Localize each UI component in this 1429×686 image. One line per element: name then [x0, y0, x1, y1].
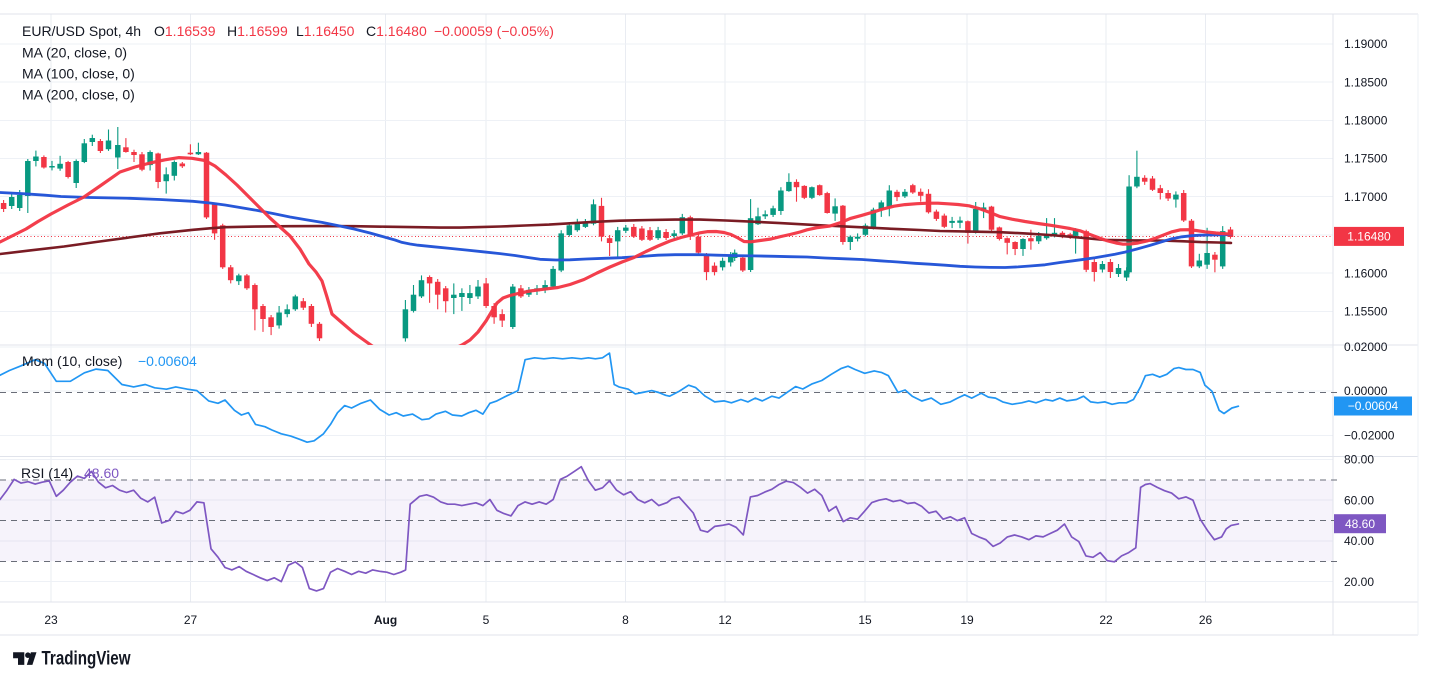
svg-text:1.16000: 1.16000: [1344, 266, 1388, 280]
svg-text:60.00: 60.00: [1344, 493, 1374, 507]
svg-text:−0.02000: −0.02000: [1344, 429, 1395, 443]
svg-text:22: 22: [1099, 613, 1113, 627]
svg-text:80.00: 80.00: [1344, 453, 1374, 467]
svg-text:1.15500: 1.15500: [1344, 305, 1388, 319]
svg-text:1.17000: 1.17000: [1344, 190, 1388, 204]
svg-text:48.60: 48.60: [1345, 517, 1375, 531]
svg-text:1.18000: 1.18000: [1344, 114, 1388, 128]
svg-text:1.19000: 1.19000: [1344, 37, 1388, 51]
svg-text:1.17500: 1.17500: [1344, 152, 1388, 166]
svg-text:26: 26: [1199, 613, 1213, 627]
svg-text:−0.00604: −0.00604: [138, 353, 197, 369]
svg-text:−0.00604: −0.00604: [1348, 399, 1399, 413]
svg-text:Mom (10, close): Mom (10, close): [22, 353, 122, 369]
svg-text:TradingView: TradingView: [42, 649, 131, 670]
svg-text:15: 15: [858, 613, 872, 627]
svg-text:8: 8: [622, 613, 629, 627]
svg-text:RSI (14): RSI (14): [21, 465, 73, 481]
svg-text:MA (200, close, 0): MA (200, close, 0): [22, 87, 135, 103]
svg-text:48.60: 48.60: [84, 465, 119, 481]
svg-text:0.02000: 0.02000: [1344, 340, 1388, 354]
svg-text:40.00: 40.00: [1344, 534, 1374, 548]
svg-text:19: 19: [960, 613, 974, 627]
svg-text:23: 23: [44, 613, 58, 627]
svg-text:1.16480: 1.16480: [1347, 230, 1391, 244]
svg-text:27: 27: [184, 613, 198, 627]
svg-text:MA (20, close, 0): MA (20, close, 0): [22, 45, 127, 61]
svg-text:0.00000: 0.00000: [1344, 384, 1388, 398]
svg-text:5: 5: [483, 613, 490, 627]
svg-text:Aug: Aug: [374, 613, 397, 627]
svg-text:12: 12: [718, 613, 732, 627]
svg-text:MA (100, close, 0): MA (100, close, 0): [22, 66, 135, 82]
svg-text:1.18500: 1.18500: [1344, 75, 1388, 89]
svg-text:20.00: 20.00: [1344, 575, 1374, 589]
